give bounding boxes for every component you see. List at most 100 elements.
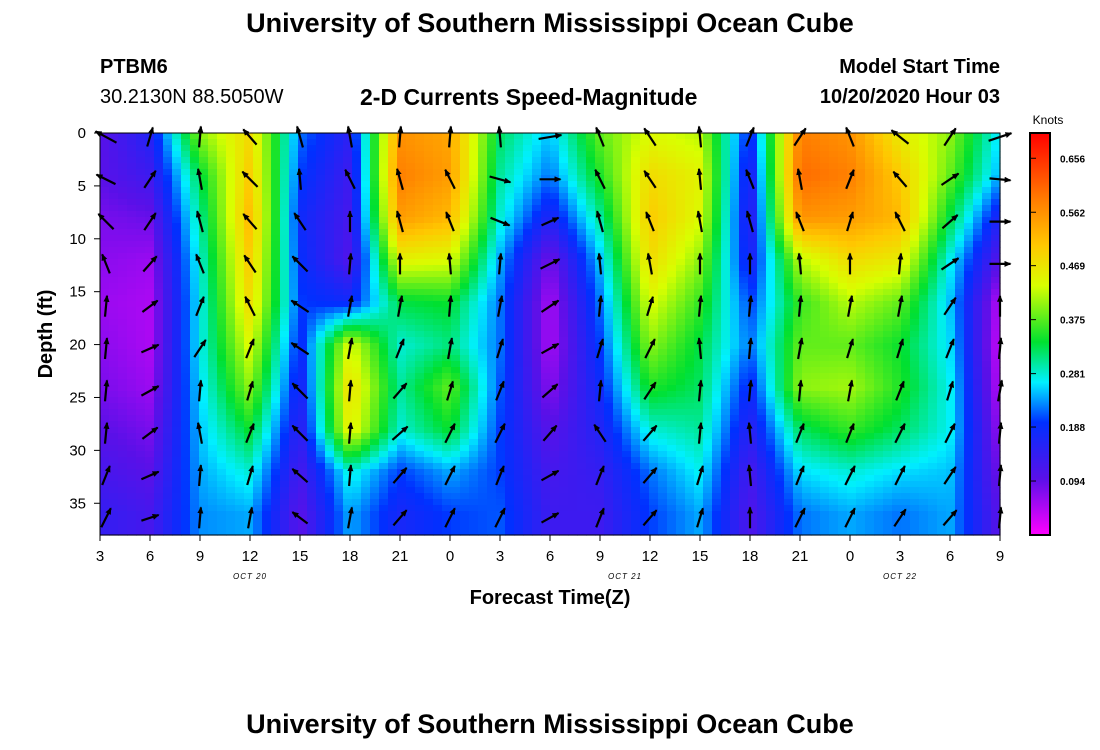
current-vector: [244, 295, 256, 317]
current-vector: [795, 465, 805, 486]
current-vector: [596, 338, 605, 359]
current-vector: [945, 338, 955, 359]
current-vector: [892, 170, 908, 188]
current-vector: [894, 422, 906, 444]
current-vector: [103, 421, 110, 444]
current-vector: [745, 126, 755, 147]
current-vector: [595, 465, 605, 486]
current-vector: [643, 169, 657, 189]
current-vector: [347, 294, 354, 317]
current-vector: [446, 380, 455, 401]
x-tick-label: 15: [292, 548, 309, 565]
current-vector: [845, 422, 855, 444]
current-vector: [103, 337, 110, 360]
current-vector: [195, 253, 205, 274]
current-vector: [446, 252, 453, 275]
page-title: University of Southern Mississippi Ocean…: [246, 8, 854, 38]
colorbar-ticks: 0.094 0.188 0.281 0.375 0.469 0.562 0.656: [1030, 154, 1085, 488]
x-tick-label: 9: [996, 548, 1004, 565]
y-tick-label: 5: [78, 178, 86, 195]
current-vector: [643, 127, 657, 147]
current-vector: [943, 296, 957, 316]
current-vector: [291, 468, 309, 484]
current-vector: [247, 506, 254, 529]
current-vector: [846, 338, 855, 359]
current-vector: [747, 337, 754, 360]
current-vector: [243, 254, 257, 274]
current-vector: [944, 422, 956, 444]
current-vector: [497, 252, 504, 275]
current-vector: [696, 337, 703, 360]
colorbar-tick-label: 0.656: [1060, 154, 1085, 165]
current-vector: [847, 294, 854, 317]
current-vector: [143, 212, 157, 231]
current-vector: [195, 210, 204, 233]
colorbar-tick-label: 0.094: [1060, 477, 1085, 488]
current-vector: [246, 380, 254, 401]
current-vector: [290, 299, 310, 313]
current-vector: [246, 465, 254, 486]
current-vector: [497, 294, 504, 317]
current-vector: [295, 125, 304, 148]
current-vector: [395, 338, 405, 359]
current-vector: [141, 426, 159, 440]
current-vector: [747, 294, 754, 317]
colorbar-tick-label: 0.562: [1060, 208, 1085, 219]
current-vector: [141, 299, 159, 313]
current-vector: [796, 167, 803, 190]
current-vector: [490, 216, 511, 227]
current-vector: [646, 295, 655, 317]
current-vector: [847, 379, 854, 402]
current-vector: [595, 210, 604, 233]
current-vector: [794, 507, 806, 528]
current-vector: [141, 513, 160, 522]
current-vector: [540, 469, 560, 482]
x-tick-label: 18: [742, 548, 759, 565]
current-vector: [347, 337, 354, 360]
current-vector: [541, 383, 559, 399]
current-vector: [196, 167, 203, 190]
current-vector: [940, 257, 960, 271]
current-vector: [100, 507, 112, 528]
current-vector: [296, 167, 303, 190]
current-vector: [395, 210, 404, 233]
current-vector: [895, 380, 905, 401]
current-vector: [142, 255, 158, 273]
current-vector: [195, 295, 205, 317]
x-tick-label: 3: [96, 548, 104, 565]
current-vector: [795, 211, 805, 232]
current-vector: [245, 422, 255, 444]
current-vector: [696, 167, 703, 190]
current-vector: [496, 338, 505, 359]
x-tick-label: 9: [596, 548, 604, 565]
x-tick-label: 3: [496, 548, 504, 565]
current-vector: [646, 252, 653, 275]
current-vector: [797, 379, 804, 402]
current-vector: [696, 465, 705, 486]
x-tick-label: 0: [846, 548, 854, 565]
x-tick-label: 12: [242, 548, 259, 565]
date-label: OCT 22: [883, 572, 917, 581]
current-vector: [347, 464, 354, 487]
current-vector: [291, 255, 309, 273]
current-vector: [347, 379, 354, 402]
current-vector: [496, 125, 503, 148]
model-start-label: Model Start Time: [839, 56, 1000, 78]
chart-subtitle: 2-D Currents Speed-Magnitude: [360, 84, 698, 110]
current-vector: [894, 465, 906, 486]
current-vector: [197, 379, 204, 402]
x-tick-label: 18: [342, 548, 359, 565]
current-vector: [894, 211, 906, 232]
current-vector: [645, 211, 655, 232]
current-vector: [941, 214, 959, 230]
current-vector: [595, 507, 605, 528]
current-vector: [101, 465, 111, 486]
current-vector: [642, 467, 658, 484]
current-vector: [344, 168, 356, 190]
current-vector: [745, 210, 754, 233]
current-vector: [447, 294, 454, 317]
colorbar-scale: [1029, 132, 1051, 536]
current-vector: [444, 465, 456, 486]
x-tick-label: 6: [546, 548, 554, 565]
current-vector: [241, 170, 259, 188]
